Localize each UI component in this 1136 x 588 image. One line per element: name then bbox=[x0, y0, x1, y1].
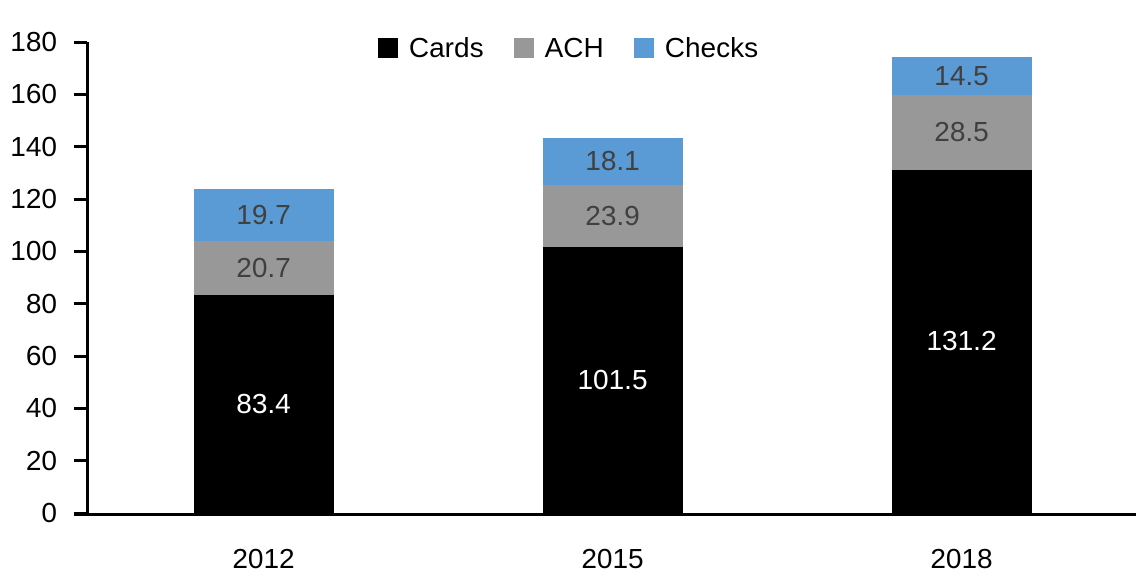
bar-segment-cards-2015: 101.5 bbox=[542, 247, 683, 513]
legend-item-cards: Cards bbox=[377, 32, 484, 63]
data-label-ach-2018: 28.5 bbox=[934, 116, 989, 148]
x-tick-label-2018: 2018 bbox=[930, 543, 993, 574]
data-label-cards-2015: 101.5 bbox=[577, 364, 648, 396]
bar-segment-ach-2018: 28.5 bbox=[891, 95, 1032, 170]
y-axis-line bbox=[86, 42, 89, 516]
bar-segment-cards-2012: 83.4 bbox=[193, 294, 334, 513]
data-label-cards-2018: 131.2 bbox=[926, 325, 997, 357]
y-tick-label-20: 20 bbox=[25, 444, 57, 476]
bar-segment-checks-2012: 19.7 bbox=[193, 189, 334, 241]
bar-segment-checks-2018: 14.5 bbox=[891, 57, 1032, 96]
legend-label-checks: Checks bbox=[664, 32, 759, 63]
legend-swatch-icon-ach bbox=[513, 38, 534, 58]
data-label-checks-2015: 18.1 bbox=[585, 145, 640, 177]
legend-label-cards: Cards bbox=[408, 32, 484, 63]
legend-label-ach: ACH bbox=[544, 32, 604, 63]
y-tick-label-180: 180 bbox=[10, 26, 57, 57]
data-label-cards-2012: 83.4 bbox=[236, 387, 291, 419]
legend-item-ach: ACH bbox=[513, 32, 604, 63]
data-label-checks-2012: 19.7 bbox=[236, 198, 291, 230]
chart-legend: Cards ACH Checks bbox=[0, 34, 1136, 62]
data-label-ach-2015: 23.9 bbox=[585, 200, 640, 232]
y-tick-label-100: 100 bbox=[10, 235, 57, 267]
legend-swatch-icon-cards bbox=[377, 38, 398, 58]
bar-segment-checks-2015: 18.1 bbox=[542, 137, 683, 185]
bar-segment-ach-2012: 20.7 bbox=[193, 240, 334, 295]
x-tick-label-2012: 2012 bbox=[232, 543, 295, 574]
y-tick-label-120: 120 bbox=[10, 183, 57, 214]
y-tick-label-60: 60 bbox=[25, 340, 57, 371]
y-tick-mark-140 bbox=[74, 145, 87, 149]
y-tick-mark-0 bbox=[74, 511, 87, 515]
y-tick-label-40: 40 bbox=[25, 392, 57, 424]
y-tick-label-0: 0 bbox=[41, 497, 57, 528]
legend-item-checks: Checks bbox=[633, 32, 759, 63]
data-label-ach-2012: 20.7 bbox=[236, 251, 291, 283]
y-tick-mark-180 bbox=[74, 40, 87, 44]
y-tick-mark-120 bbox=[74, 197, 87, 201]
y-tick-mark-60 bbox=[74, 354, 87, 358]
bar-segment-cards-2018: 131.2 bbox=[891, 169, 1032, 513]
y-tick-mark-100 bbox=[74, 249, 87, 253]
y-tick-mark-40 bbox=[74, 406, 87, 410]
y-tick-label-160: 160 bbox=[10, 78, 57, 110]
data-label-checks-2018: 14.5 bbox=[934, 60, 989, 92]
y-tick-mark-160 bbox=[74, 92, 87, 96]
y-tick-label-80: 80 bbox=[25, 287, 57, 319]
y-tick-mark-20 bbox=[74, 459, 87, 463]
x-tick-label-2015: 2015 bbox=[581, 543, 644, 574]
legend-swatch-icon-checks bbox=[633, 38, 654, 58]
bar-segment-ach-2015: 23.9 bbox=[542, 184, 683, 248]
y-tick-mark-80 bbox=[74, 302, 87, 306]
x-axis-line bbox=[74, 513, 1136, 516]
y-tick-label-140: 140 bbox=[10, 130, 57, 162]
